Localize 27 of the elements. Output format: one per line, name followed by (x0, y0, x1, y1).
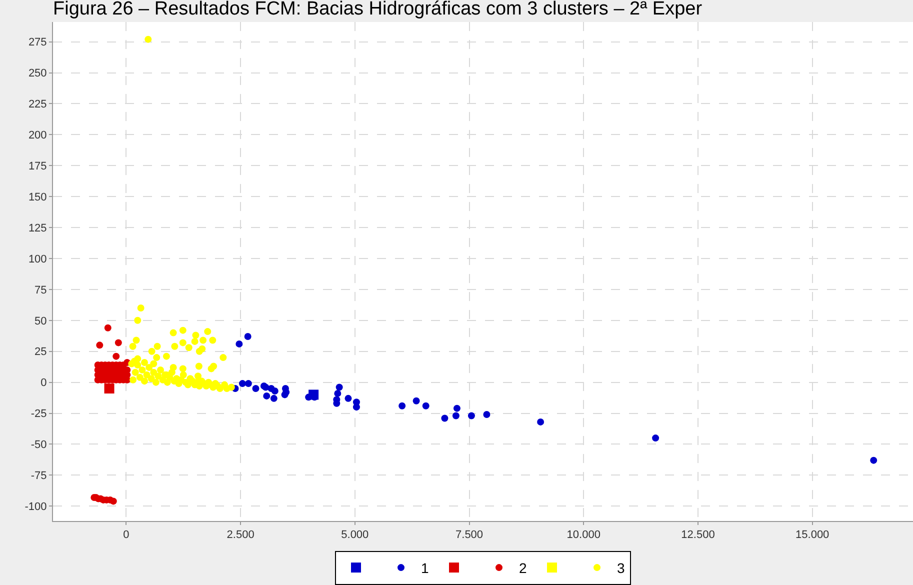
legend-label: 3 (617, 560, 625, 576)
y-tick-label: 50 (34, 315, 47, 328)
y-tick-label: 200 (28, 130, 47, 142)
x-tick-label: 2.500 (226, 529, 254, 542)
x-tick-label: 0 (123, 529, 130, 542)
legend-label: 2 (519, 560, 527, 576)
y-tick-label: -25 (30, 408, 47, 420)
y-tick-label: -75 (30, 470, 47, 482)
y-tick-label: 25 (34, 346, 47, 358)
y-tick-label: 100 (28, 253, 47, 266)
y-tick-label: 75 (34, 284, 47, 296)
y-tick-label: 275 (28, 36, 47, 49)
x-tick-label: 10.000 (566, 529, 600, 542)
x-tick-label: 12.500 (681, 529, 715, 542)
y-tick-label: 225 (28, 98, 47, 111)
x-tick-label: 15.000 (796, 529, 830, 542)
y-tick-label: -50 (30, 439, 47, 452)
y-tick-label: 125 (28, 222, 47, 234)
y-tick-label: 150 (28, 191, 47, 204)
y-tick-label: 0 (40, 377, 47, 390)
chart-title: Figura 26 – Resultados FCM: Bacias Hidrográficas com 3 clusters – 2ª Exper (53, 0, 703, 20)
y-tick-label: 250 (28, 68, 47, 80)
x-tick-label: 5.000 (341, 529, 369, 542)
y-tick-label: 175 (28, 160, 47, 172)
legend-label: 1 (421, 560, 429, 576)
y-tick-label: -100 (24, 500, 47, 513)
x-tick-label: 7.500 (456, 529, 484, 542)
